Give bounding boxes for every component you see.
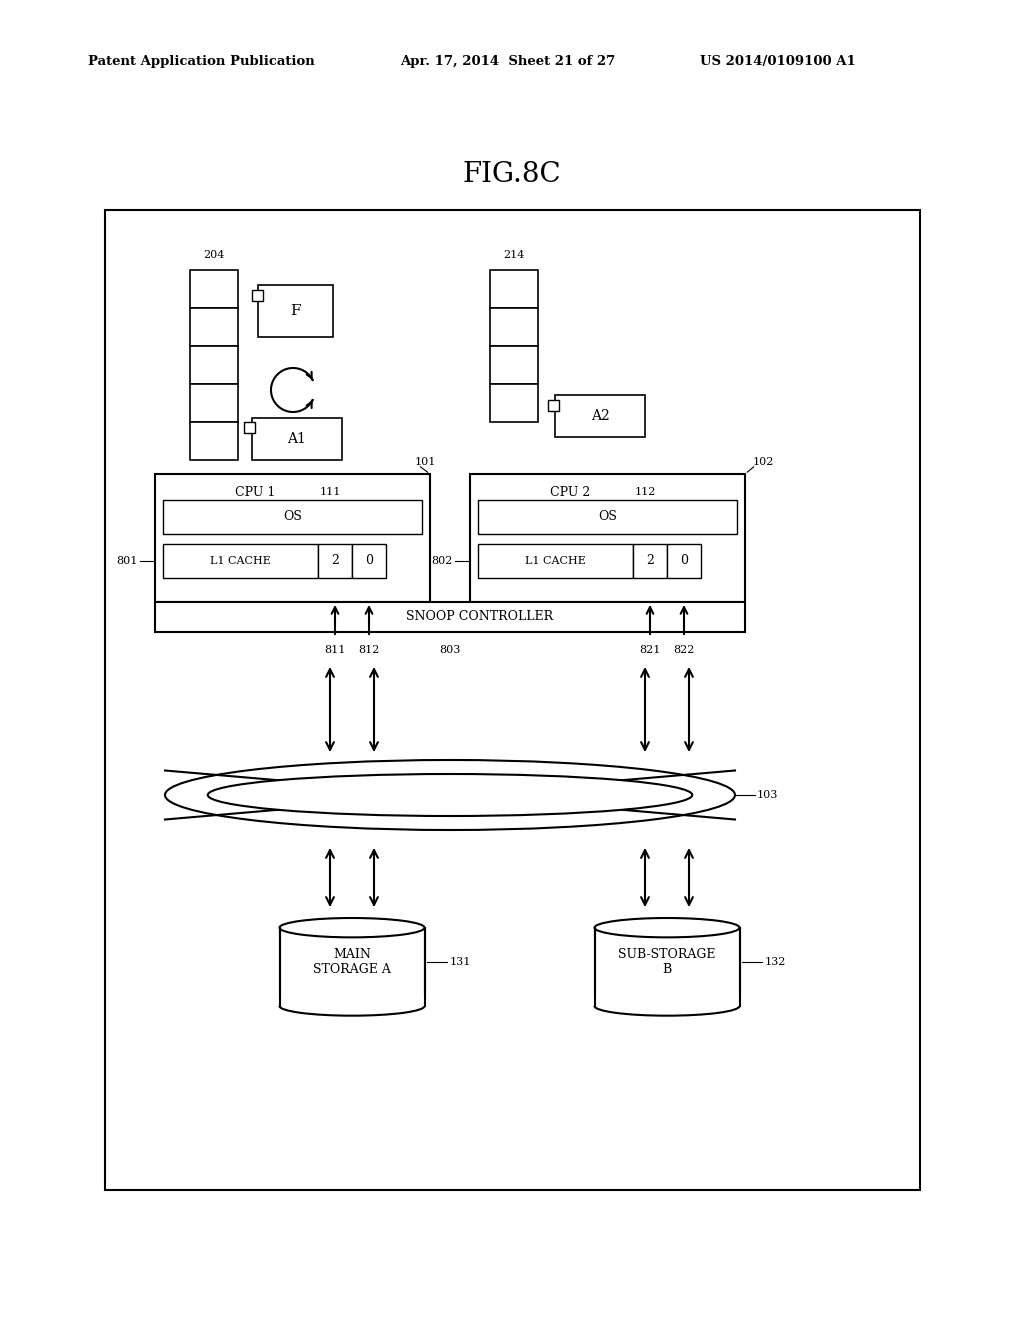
Bar — [470, 474, 745, 602]
Bar — [490, 346, 538, 384]
Ellipse shape — [208, 774, 692, 816]
Text: 102: 102 — [753, 457, 774, 467]
Bar — [633, 544, 667, 578]
Bar — [190, 271, 238, 308]
Bar — [278, 995, 427, 1006]
Text: 802: 802 — [432, 556, 453, 566]
Text: OS: OS — [598, 511, 616, 524]
Text: L1 CACHE: L1 CACHE — [210, 556, 271, 566]
Text: 101: 101 — [415, 457, 436, 467]
Text: 822: 822 — [674, 645, 694, 655]
Bar — [190, 308, 238, 346]
Text: 132: 132 — [765, 957, 785, 968]
Ellipse shape — [595, 917, 739, 937]
Bar — [244, 422, 255, 433]
Text: A1: A1 — [288, 432, 306, 446]
Text: Patent Application Publication: Patent Application Publication — [88, 55, 314, 69]
Ellipse shape — [280, 997, 425, 1015]
Bar — [155, 602, 745, 632]
Text: 103: 103 — [757, 789, 778, 800]
Bar — [252, 290, 263, 301]
Text: SUB-STORAGE: SUB-STORAGE — [618, 948, 716, 961]
Ellipse shape — [595, 997, 739, 1015]
Bar — [490, 271, 538, 308]
Ellipse shape — [280, 917, 425, 937]
Text: OS: OS — [283, 511, 302, 524]
Text: 214: 214 — [504, 249, 524, 260]
Text: 803: 803 — [439, 645, 461, 655]
Text: 801: 801 — [117, 556, 138, 566]
Bar — [105, 210, 920, 1191]
Text: STORAGE A: STORAGE A — [313, 964, 391, 975]
Text: 112: 112 — [635, 487, 656, 498]
Text: MAIN: MAIN — [333, 948, 371, 961]
Bar — [318, 544, 352, 578]
Text: 812: 812 — [358, 645, 380, 655]
Bar — [490, 308, 538, 346]
Text: 111: 111 — [319, 487, 341, 498]
Bar — [280, 928, 425, 1006]
Text: F: F — [290, 304, 301, 318]
Bar — [163, 544, 318, 578]
Bar — [593, 995, 741, 1006]
Text: 2: 2 — [331, 554, 339, 568]
Text: A2: A2 — [591, 409, 609, 422]
Bar — [163, 500, 422, 535]
Bar — [190, 384, 238, 422]
Text: FIG.8C: FIG.8C — [463, 161, 561, 189]
Bar — [258, 285, 333, 337]
Bar — [190, 422, 238, 459]
Bar — [352, 544, 386, 578]
Text: CPU 1: CPU 1 — [234, 486, 275, 499]
Bar — [667, 544, 701, 578]
Bar — [555, 395, 645, 437]
Bar — [490, 384, 538, 422]
Bar — [548, 400, 559, 411]
Text: 204: 204 — [204, 249, 224, 260]
Text: 0: 0 — [365, 554, 373, 568]
Bar — [155, 474, 430, 602]
Text: SNOOP CONTROLLER: SNOOP CONTROLLER — [406, 610, 553, 623]
Text: L1 CACHE: L1 CACHE — [525, 556, 586, 566]
Text: CPU 2: CPU 2 — [550, 486, 590, 499]
Bar — [595, 928, 739, 1006]
Ellipse shape — [165, 760, 735, 830]
Bar — [252, 418, 342, 459]
Text: 0: 0 — [680, 554, 688, 568]
Bar — [478, 500, 737, 535]
Text: 2: 2 — [646, 554, 654, 568]
Bar — [190, 346, 238, 384]
Text: 821: 821 — [639, 645, 660, 655]
Text: US 2014/0109100 A1: US 2014/0109100 A1 — [700, 55, 856, 69]
Bar — [478, 544, 633, 578]
Text: 811: 811 — [325, 645, 346, 655]
Text: 131: 131 — [450, 957, 471, 968]
Text: Apr. 17, 2014  Sheet 21 of 27: Apr. 17, 2014 Sheet 21 of 27 — [400, 55, 615, 69]
Text: B: B — [663, 964, 672, 975]
